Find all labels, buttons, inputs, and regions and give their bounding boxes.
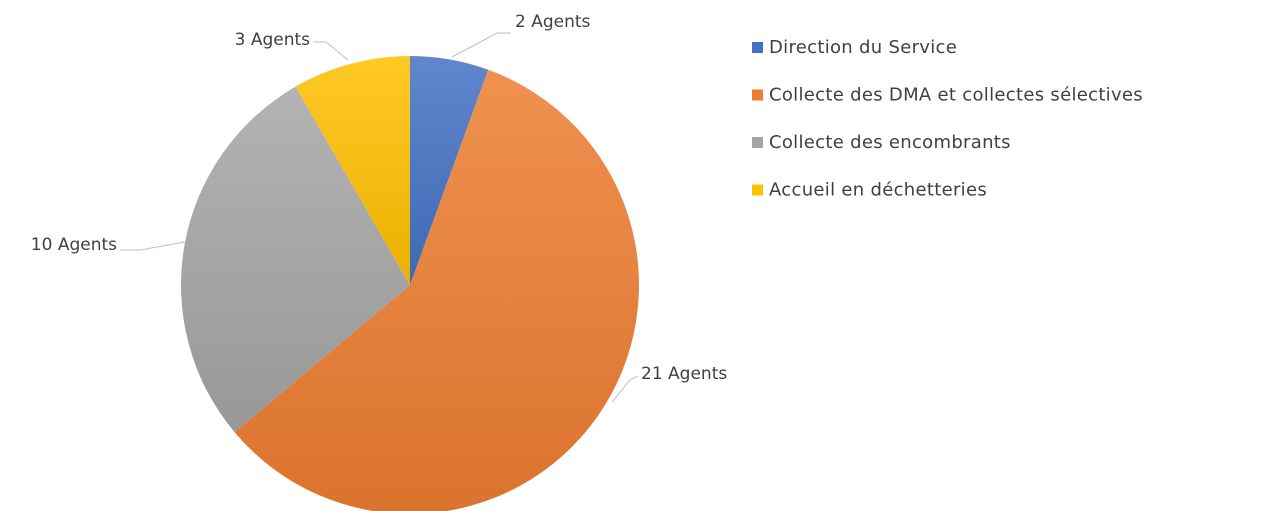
legend-label: Accueil en déchetteries — [769, 180, 987, 201]
data-label: 10 Agents — [31, 235, 117, 255]
leader-line — [451, 32, 511, 58]
leader-line — [313, 41, 349, 61]
pie-slice — [410, 56, 489, 285]
leader-line — [611, 375, 639, 403]
pie-slice — [180, 86, 410, 433]
legend-swatch — [752, 42, 763, 53]
data-label: 2 Agents — [515, 12, 591, 32]
pie-slice — [295, 56, 410, 285]
legend-label: Collecte des DMA et collectes sélectives — [769, 85, 1143, 106]
data-label: 3 Agents — [235, 30, 311, 50]
pie-slice — [234, 69, 639, 511]
legend-swatch — [752, 89, 763, 101]
leader-line — [120, 241, 186, 251]
legend-swatch — [752, 184, 763, 196]
legend-label: Collecte des encombrants — [769, 132, 1011, 153]
data-label: 21 Agents — [641, 364, 727, 384]
legend-label: Direction du Service — [769, 37, 957, 58]
legend-swatch — [752, 137, 763, 148]
